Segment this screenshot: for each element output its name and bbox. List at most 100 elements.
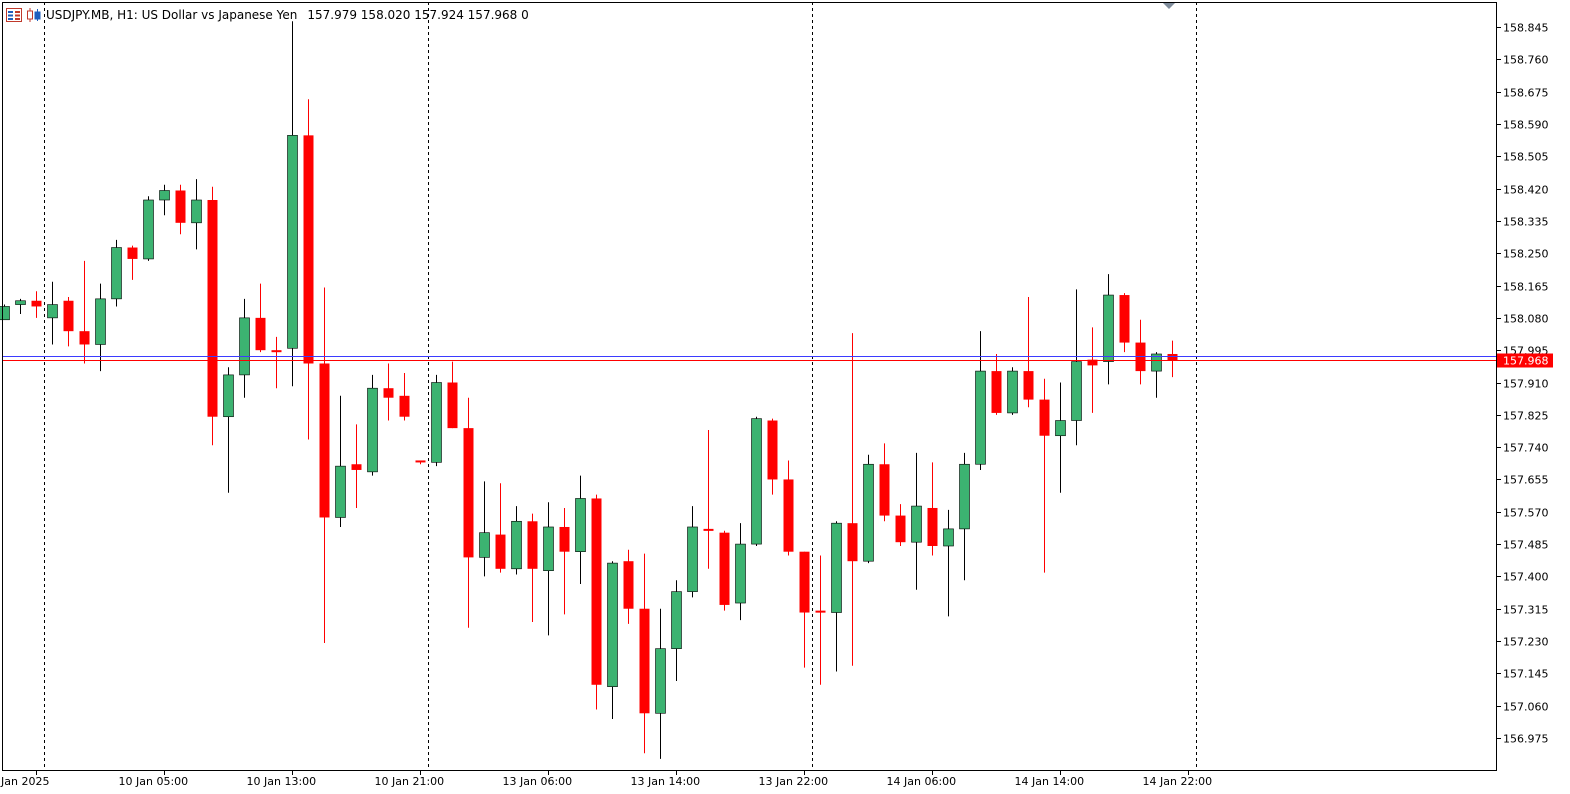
bear-candle [175, 184, 186, 235]
bull-candle [335, 395, 346, 527]
candle-body [895, 515, 906, 543]
candle-body [319, 363, 330, 518]
bull-candle [287, 21, 298, 387]
candle-body [431, 382, 442, 463]
bull-candle [863, 454, 874, 564]
bull-candle [0, 304, 10, 321]
candle-body [239, 317, 250, 376]
candle-body [495, 534, 506, 569]
price-tick-label: 157.230 [1503, 636, 1549, 649]
bull-candle [911, 452, 922, 590]
bull-candle [543, 502, 554, 636]
bull-candle [1007, 367, 1018, 415]
bid-tag-label: 157.968 [1503, 355, 1549, 368]
bear-candle [415, 460, 426, 465]
bull-candle [1055, 382, 1066, 493]
candle-body [687, 526, 698, 592]
candle-body [1039, 399, 1050, 436]
bear-candle [815, 555, 826, 685]
time-tick-label: 13 Jan 22:00 [759, 775, 829, 788]
candle-body [735, 543, 746, 604]
bull-candle [159, 184, 170, 216]
candle-body [47, 304, 58, 319]
price-tick-label: 157.485 [1503, 539, 1549, 552]
bear-candle [799, 551, 810, 668]
candle-body [671, 591, 682, 649]
candle-body [719, 532, 730, 605]
price-tick-label: 158.080 [1503, 313, 1549, 326]
bear-candle [255, 283, 266, 353]
price-tick-label: 158.590 [1503, 119, 1549, 132]
time-tick-label: 10 Jan 21:00 [375, 775, 445, 788]
candle-body [831, 522, 842, 613]
candle-body [1119, 295, 1130, 343]
candle-body [111, 247, 122, 300]
candle-body [79, 331, 90, 345]
candle-body [527, 521, 538, 569]
candle-body [63, 300, 74, 332]
candles-icon[interactable] [26, 8, 42, 22]
candle-body [591, 498, 602, 685]
bid-price-tag: 157.968 [1497, 353, 1553, 368]
bear-candle [63, 296, 74, 347]
bear-candle [207, 186, 218, 446]
bull-candle [735, 523, 746, 621]
bear-candle [639, 553, 650, 754]
bear-candle [927, 462, 938, 556]
candle-body [847, 523, 858, 562]
candle-body [1055, 420, 1066, 437]
bear-candle [463, 397, 474, 628]
candle-body [927, 507, 938, 546]
time-tick-label: 10 Jan 05:00 [119, 775, 189, 788]
candle-body [863, 463, 874, 562]
candle-body [767, 420, 778, 480]
bull-candle [975, 331, 986, 470]
time-tick-label: 10 Jan 13:00 [247, 775, 317, 788]
bull-candle [1103, 274, 1114, 385]
bear-candle [767, 418, 778, 495]
period-separators [44, 2, 1197, 770]
candle-body [879, 464, 890, 516]
bear-candle [783, 460, 794, 556]
price-tick-label: 158.675 [1503, 87, 1549, 100]
bear-candle [351, 424, 362, 508]
price-tick-label: 157.655 [1503, 474, 1549, 487]
candle-body [383, 388, 394, 398]
bear-candle [703, 430, 714, 569]
price-tick-label: 158.250 [1503, 248, 1549, 261]
price-tick-label: 157.145 [1503, 668, 1549, 681]
price-tick-label: 158.505 [1503, 151, 1549, 164]
candle-body [623, 561, 634, 609]
bull-candle [831, 521, 842, 672]
chart-list-icon[interactable] [6, 8, 22, 22]
bull-candle [431, 374, 442, 467]
bear-candle [1039, 378, 1050, 573]
candle-body [95, 298, 106, 345]
candle-body [1167, 353, 1178, 361]
price-tick-label: 158.760 [1503, 54, 1549, 67]
candle-body [447, 382, 458, 429]
bull-candle [1071, 289, 1082, 446]
candle-body [1103, 294, 1114, 362]
candle-body [559, 526, 570, 552]
candle-body [1087, 359, 1098, 366]
candle-body [399, 395, 410, 417]
bear-candle [847, 333, 858, 666]
bear-candle [591, 494, 602, 710]
bear-candle [719, 530, 730, 611]
candle-body [1023, 371, 1034, 400]
time-tick-label: 9 Jan 2025 [0, 775, 49, 788]
candle-body [783, 479, 794, 552]
candle-body [0, 306, 10, 321]
bear-candle [1023, 296, 1034, 408]
candle-body [543, 526, 554, 572]
candle-body [463, 428, 474, 558]
bear-candle [127, 245, 138, 280]
bull-candle [367, 374, 378, 476]
candle-body [351, 464, 362, 470]
candle-body [223, 374, 234, 418]
bear-candle [527, 513, 538, 623]
price-tick-label: 156.975 [1503, 733, 1549, 746]
